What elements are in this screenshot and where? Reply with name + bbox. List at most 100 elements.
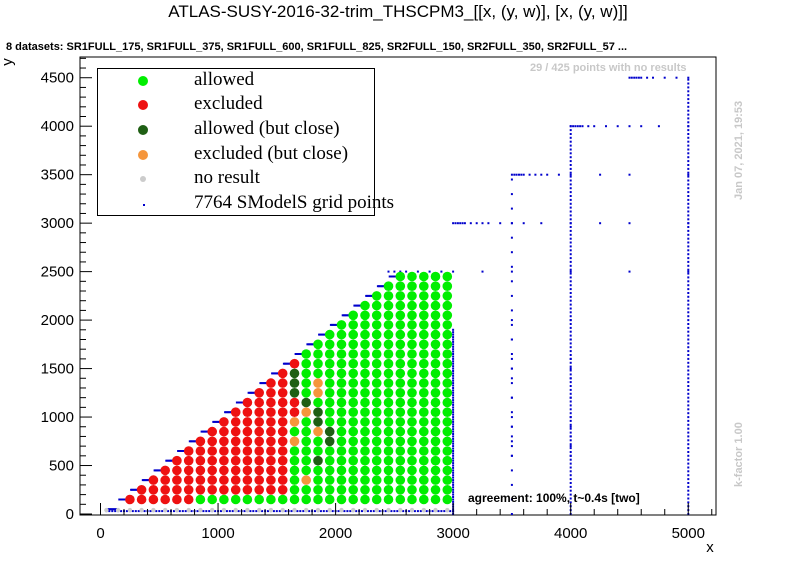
- grid-point: [687, 435, 690, 438]
- grid-point: [191, 440, 194, 443]
- grid-point: [200, 430, 203, 433]
- result-point: [407, 455, 417, 466]
- result-point: [442, 388, 453, 398]
- result-point: [383, 329, 394, 340]
- grid-point: [272, 510, 275, 513]
- result-point: [277, 397, 288, 408]
- result-point: [407, 378, 417, 388]
- result-point: [360, 465, 370, 476]
- grid-point: [522, 222, 525, 225]
- grid-point: [452, 328, 455, 331]
- grid-point: [452, 464, 455, 467]
- no-result-point: [151, 507, 156, 513]
- result-point: [313, 465, 323, 476]
- grid-point: [260, 382, 263, 385]
- grid-point: [311, 343, 314, 346]
- grid-point: [576, 125, 579, 128]
- grid-point: [687, 423, 690, 426]
- grid-point: [413, 510, 416, 513]
- result-point: [301, 397, 312, 408]
- grid-point: [569, 404, 572, 407]
- no-result-point: [186, 507, 191, 513]
- result-point: [419, 397, 429, 408]
- no-result-point: [210, 507, 215, 513]
- grid-point: [687, 187, 690, 190]
- grid-point: [224, 411, 227, 414]
- grid-point: [155, 469, 158, 472]
- grid-point: [687, 253, 690, 256]
- grid-point: [452, 469, 455, 472]
- grid-point: [569, 350, 572, 353]
- result-point: [371, 339, 382, 350]
- grid-point: [569, 187, 572, 190]
- result-point: [313, 455, 323, 466]
- grid-point: [687, 381, 690, 384]
- result-point: [183, 455, 194, 466]
- grid-point: [510, 178, 513, 181]
- grid-point: [452, 454, 455, 457]
- result-point: [430, 455, 441, 466]
- result-point: [148, 494, 159, 505]
- grid-point: [228, 510, 231, 513]
- result-point: [419, 310, 429, 321]
- grid-point: [510, 309, 513, 312]
- grid-point: [238, 401, 241, 404]
- result-point: [360, 426, 370, 437]
- no-result-point: [374, 507, 379, 513]
- grid-point: [272, 372, 275, 375]
- grid-point: [459, 222, 462, 225]
- result-point: [430, 417, 441, 427]
- grid-point: [687, 167, 690, 170]
- grid-point: [329, 323, 332, 326]
- grid-point: [452, 348, 455, 351]
- result-point: [348, 397, 359, 408]
- grid-point: [687, 144, 690, 147]
- grid-point: [569, 485, 572, 488]
- grid-point: [227, 411, 230, 414]
- grid-point: [569, 369, 572, 372]
- grid-point: [581, 125, 584, 128]
- no-result-point: [127, 507, 133, 513]
- result-point: [336, 485, 347, 495]
- grid-point: [267, 510, 269, 513]
- result-point: [313, 397, 323, 408]
- grid-point: [569, 280, 572, 283]
- grid-point: [572, 125, 575, 128]
- legend-label: no result: [194, 167, 260, 188]
- no-result-point: [115, 507, 121, 513]
- grid-point: [687, 416, 690, 419]
- grid-point: [121, 498, 124, 501]
- grid-point: [540, 173, 543, 176]
- grid-point: [452, 483, 455, 486]
- grid-point: [569, 357, 572, 360]
- grid-point: [687, 408, 690, 411]
- grid-point: [389, 275, 392, 278]
- result-point: [254, 417, 264, 427]
- grid-point: [569, 342, 572, 345]
- grid-point: [228, 411, 231, 414]
- result-point: [348, 465, 359, 476]
- grid-point: [687, 98, 690, 101]
- grid-point: [111, 510, 114, 513]
- grid-point: [510, 483, 513, 486]
- grid-point: [640, 125, 643, 128]
- legend-marker-allowed-close: [138, 125, 148, 135]
- result-point: [383, 339, 394, 350]
- grid-point: [235, 401, 238, 404]
- grid-point: [569, 367, 572, 370]
- grid-point: [687, 260, 690, 263]
- result-point: [219, 494, 229, 505]
- grid-point: [687, 94, 690, 97]
- plot-frame: [79, 56, 717, 516]
- result-point: [395, 349, 406, 359]
- grid-point: [687, 179, 690, 182]
- grid-point: [133, 488, 136, 491]
- grid-point: [141, 479, 144, 482]
- result-point: [242, 397, 253, 408]
- grid-point: [628, 125, 631, 128]
- result-point: [266, 455, 276, 466]
- grid-point: [452, 379, 455, 382]
- result-point: [360, 358, 370, 369]
- grid-point: [452, 387, 455, 389]
- grid-point: [687, 485, 690, 488]
